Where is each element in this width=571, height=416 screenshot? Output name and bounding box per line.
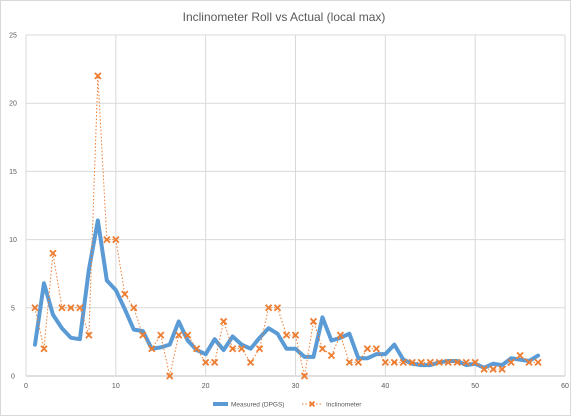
y-tick-label: 5	[11, 305, 15, 312]
chart-title: Inclinometer Roll vs Actual (local max)	[183, 10, 386, 24]
inclinometer-point	[166, 372, 174, 380]
inclinometer-point	[453, 358, 461, 366]
inclinometer-point	[345, 358, 354, 366]
inclinometer-point	[372, 345, 380, 353]
inclinometer-point	[399, 358, 407, 366]
inclinometer-point	[264, 304, 273, 312]
series-markers	[31, 72, 542, 380]
x-axis-ticks: 0 10 20 30 40 50 60	[24, 383, 569, 390]
inclinometer-point	[112, 235, 120, 244]
inclinometer-point	[139, 331, 147, 339]
inclinometer-point	[273, 304, 282, 312]
inclinometer-point	[390, 358, 398, 366]
x-tick-label: 40	[381, 383, 389, 390]
inclinometer-point	[121, 290, 129, 298]
inclinometer-point	[381, 358, 389, 366]
inclinometer-point	[327, 351, 336, 360]
inclinometer-point	[157, 331, 165, 339]
inclinometer-point	[300, 372, 309, 380]
series-lines	[32, 75, 541, 377]
y-tick-label: 25	[9, 33, 17, 40]
inclinometer-point	[219, 317, 228, 326]
inclinometer-point	[67, 304, 75, 312]
x-tick-label: 30	[292, 383, 300, 390]
gridlines	[25, 34, 566, 377]
inclinometer-point	[309, 317, 318, 326]
inclinometer-point	[291, 331, 300, 339]
inclinometer-point	[193, 345, 201, 353]
legend-label-inclinometer: Inclinometer	[326, 402, 362, 409]
inclinometer-point	[202, 358, 210, 366]
inclinometer-point	[103, 235, 111, 244]
y-axis-ticks: 0 5 10 15 20 25	[9, 33, 17, 381]
inclinometer-point	[184, 331, 192, 339]
inclinometer-point	[354, 358, 363, 366]
inclinometer-point	[516, 351, 524, 360]
y-tick-label: 0	[11, 374, 15, 381]
inclinometer-point	[228, 345, 237, 353]
inclinometer-point	[534, 358, 542, 366]
x-tick-label: 60	[561, 383, 569, 390]
y-tick-label: 15	[9, 169, 17, 176]
inclinometer-point	[237, 345, 246, 353]
inclinometer-point	[462, 358, 470, 366]
legend-item-inclinometer: Inclinometer	[302, 400, 362, 409]
inclinometer-point	[444, 358, 452, 366]
inclinometer-point	[94, 72, 102, 80]
inclinometer-point	[148, 345, 156, 353]
inclinometer-point	[426, 358, 434, 366]
x-tick-label: 20	[202, 383, 210, 390]
series-line-inclinometer	[34, 75, 539, 377]
inclinometer-point	[489, 365, 497, 373]
inclinometer-point	[408, 358, 416, 366]
inclinometer-point	[130, 304, 138, 312]
inclinometer-point	[31, 304, 39, 312]
inclinometer-point	[211, 358, 219, 366]
inclinometer-point	[255, 345, 264, 353]
inclinometer-point	[318, 345, 327, 353]
inclinometer-point	[246, 358, 255, 366]
inclinometer-point	[40, 345, 48, 353]
y-tick-label: 10	[9, 237, 17, 244]
inclinometer-point	[363, 345, 372, 353]
x-tick-label: 50	[471, 383, 479, 390]
x-tick-label: 0	[24, 383, 28, 390]
series-line-measured	[32, 218, 541, 370]
inclinometer-point	[417, 358, 425, 366]
inclinometer-point	[49, 249, 57, 257]
inclinometer-point	[525, 358, 533, 366]
inclinometer-point	[76, 304, 84, 312]
inclinometer-point	[336, 331, 345, 339]
inclinometer-point	[471, 358, 479, 366]
x-tick-label: 10	[112, 383, 120, 390]
legend-label-measured: Measured (DPGS)	[231, 402, 284, 409]
inclinometer-point	[175, 331, 183, 339]
inclinometer-point	[435, 358, 443, 366]
inclinometer-point	[498, 365, 506, 373]
inclinometer-point	[480, 365, 488, 373]
inclinometer-point	[58, 304, 66, 312]
legend: Measured (DPGS) Inclinometer	[213, 400, 362, 409]
legend-item-measured: Measured (DPGS)	[213, 402, 284, 409]
inclinometer-point	[85, 331, 93, 339]
y-tick-label: 20	[9, 101, 17, 108]
inclinometer-point	[507, 358, 515, 366]
inclinometer-point	[282, 331, 291, 339]
